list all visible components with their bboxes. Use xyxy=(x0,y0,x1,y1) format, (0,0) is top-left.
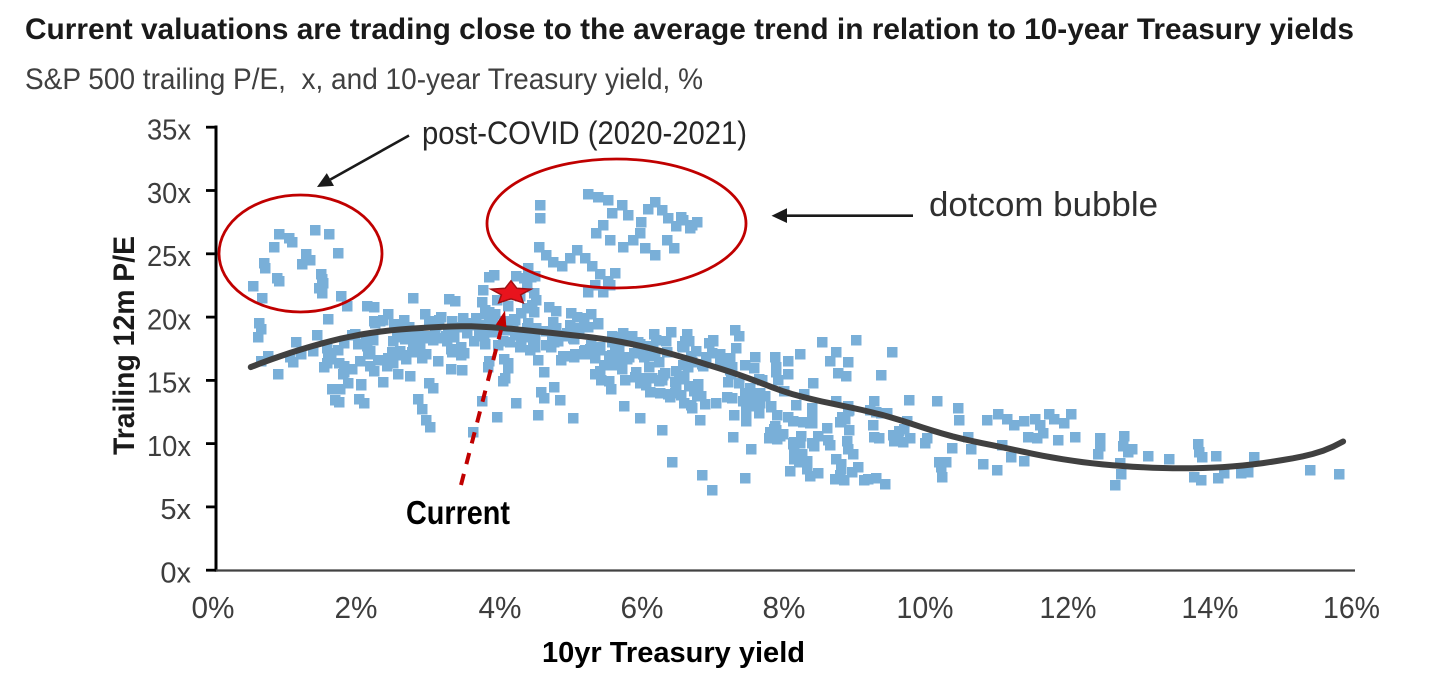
svg-text:Current valuations are trading: Current valuations are trading close to … xyxy=(25,13,1354,46)
svg-text:25x: 25x xyxy=(147,241,191,273)
svg-text:4%: 4% xyxy=(479,590,522,625)
svg-text:Trailing 12m P/E: Trailing 12m P/E xyxy=(108,236,141,455)
svg-text:6%: 6% xyxy=(621,590,664,625)
svg-text:12%: 12% xyxy=(1040,590,1097,625)
svg-text:35x: 35x xyxy=(147,115,191,147)
svg-text:S&P 500 trailing P/E, x, and: S&P 500 trailing P/E, x, and 10-year Tre… xyxy=(25,63,703,96)
svg-text:post-COVID (2020-2021): post-COVID (2020-2021) xyxy=(422,115,747,151)
svg-text:dotcom bubble: dotcom bubble xyxy=(929,186,1158,224)
svg-text:0%: 0% xyxy=(192,590,235,625)
svg-text:2%: 2% xyxy=(335,590,378,625)
svg-text:10yr Treasury yield: 10yr Treasury yield xyxy=(542,637,805,669)
svg-text:5x: 5x xyxy=(160,494,191,526)
svg-text:14%: 14% xyxy=(1182,590,1239,625)
svg-text:0x: 0x xyxy=(160,558,191,590)
svg-text:16%: 16% xyxy=(1323,590,1380,625)
svg-text:30x: 30x xyxy=(147,178,191,210)
svg-text:15x: 15x xyxy=(147,368,191,400)
svg-text:8%: 8% xyxy=(763,590,806,625)
svg-text:10%: 10% xyxy=(897,590,954,625)
svg-text:Current: Current xyxy=(406,494,510,531)
svg-text:10x: 10x xyxy=(147,431,191,463)
svg-text:20x: 20x xyxy=(147,304,191,336)
